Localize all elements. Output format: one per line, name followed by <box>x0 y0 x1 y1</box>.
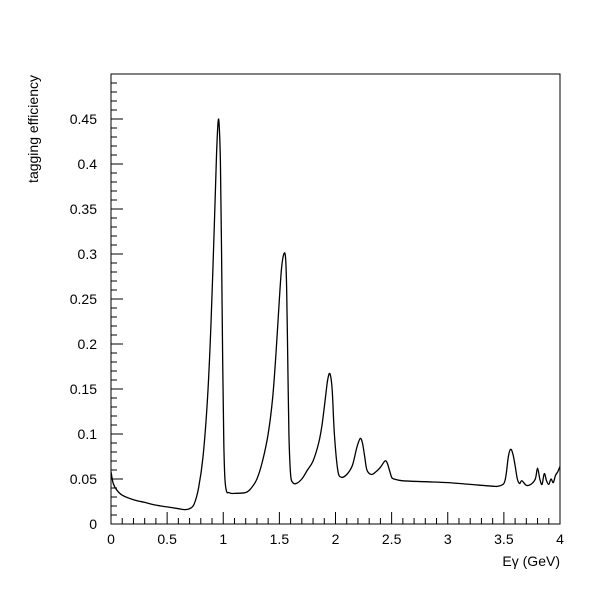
x-axis-ticks <box>110 512 561 524</box>
y-tick-label: 0.15 <box>70 381 97 397</box>
x-tick-label: 4 <box>556 531 564 547</box>
y-tick-label: 0.25 <box>70 291 97 307</box>
x-tick-label: 3.5 <box>494 531 514 547</box>
x-tick-label: 0 <box>107 531 115 547</box>
x-tick-label: 3 <box>444 531 452 547</box>
y-tick-label: 0 <box>89 516 97 532</box>
x-tick-label: 0.5 <box>157 531 177 547</box>
y-axis-tick-labels: 0 0.05 0.1 0.15 0.2 0.25 0.3 0.35 0.4 0.45 <box>70 111 97 532</box>
y-tick-label: 0.3 <box>78 246 98 262</box>
y-tick-label: 0.05 <box>70 471 97 487</box>
y-tick-label: 0.1 <box>78 426 98 442</box>
x-tick-label: 1.5 <box>270 531 290 547</box>
y-tick-label: 0.4 <box>78 156 98 172</box>
x-tick-label: 1 <box>219 531 227 547</box>
y-tick-label: 0.35 <box>70 201 97 217</box>
x-axis-tick-labels: 0 0.5 1 1.5 2 2.5 3 3.5 4 <box>107 531 564 547</box>
y-tick-label: 0.45 <box>70 111 97 127</box>
x-axis-title: Eγ (GeV) <box>502 553 560 569</box>
y-axis-title: tagging efficiency <box>25 75 41 183</box>
x-tick-label: 2.5 <box>382 531 402 547</box>
x-tick-label: 2 <box>332 531 340 547</box>
y-axis-ticks <box>111 73 123 525</box>
y-tick-label: 0.2 <box>78 336 98 352</box>
efficiency-curve <box>110 118 561 511</box>
